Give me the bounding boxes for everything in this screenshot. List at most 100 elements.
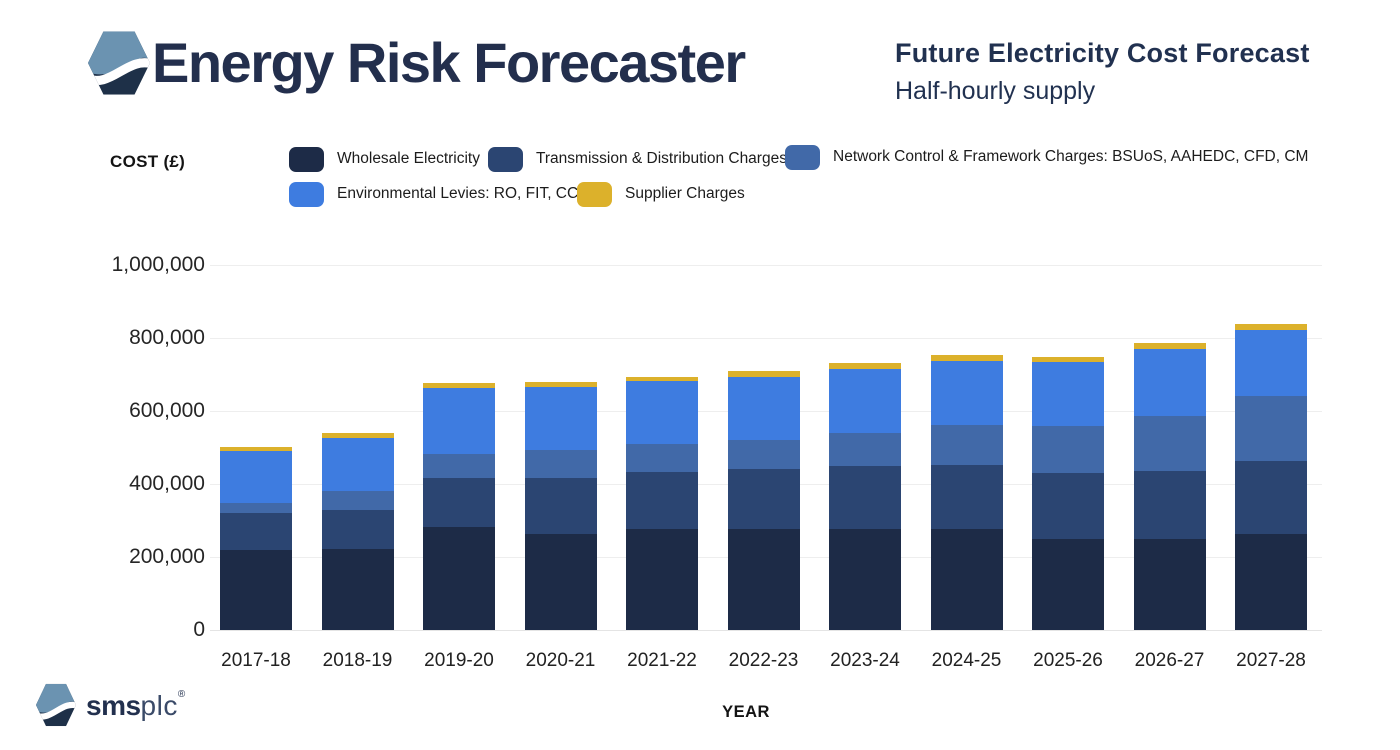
legend-swatch-icon bbox=[289, 146, 324, 172]
bar-segment bbox=[727, 439, 800, 469]
sms-plc-logo: smsplc® bbox=[36, 683, 185, 727]
bar-segment bbox=[1032, 472, 1104, 539]
bar-segment bbox=[524, 382, 597, 388]
x-tick-label: 2019-20 bbox=[424, 650, 494, 671]
bar-segment bbox=[220, 513, 292, 550]
bar-segment bbox=[727, 371, 800, 377]
chart-title: Future Electricity Cost Forecast bbox=[895, 38, 1310, 68]
bar-2024-25 bbox=[930, 354, 1003, 630]
bar-segment bbox=[930, 465, 1003, 530]
bar-segment bbox=[727, 376, 800, 440]
legend-label: Wholesale Electricity bbox=[337, 150, 480, 167]
x-axis-title: YEAR bbox=[722, 703, 770, 721]
bar-segment bbox=[423, 526, 495, 630]
bar-2018-19 bbox=[321, 433, 394, 630]
x-tick-label: 2027-28 bbox=[1236, 650, 1306, 671]
hexagon-wave-logo-icon bbox=[88, 31, 150, 95]
bar-segment bbox=[727, 469, 800, 530]
bar-segment bbox=[829, 432, 901, 467]
sms-logo-text-bold: sms bbox=[86, 690, 141, 721]
registered-mark: ® bbox=[177, 689, 186, 700]
y-tick-label: 600,000 bbox=[129, 399, 205, 422]
legend-label: Supplier Charges bbox=[625, 185, 745, 202]
bar-segment bbox=[321, 437, 394, 491]
bar-segment bbox=[321, 548, 394, 630]
y-tick-label: 800,000 bbox=[129, 326, 205, 349]
bar-segment bbox=[1133, 415, 1206, 472]
app-title: Energy Risk Forecaster bbox=[152, 31, 746, 94]
bar-segment bbox=[930, 354, 1003, 361]
bar-segment bbox=[1235, 396, 1307, 461]
x-tick-label: 2026-27 bbox=[1134, 650, 1205, 671]
bar-2020-21 bbox=[524, 382, 597, 630]
legend-item: Environmental Levies: RO, FIT, CCL bbox=[289, 181, 587, 207]
legend-swatch-icon bbox=[577, 181, 612, 207]
gridline bbox=[210, 630, 1322, 631]
bar-segment bbox=[829, 529, 901, 630]
y-tick-label: 0 bbox=[193, 618, 205, 641]
y-tick-label: 200,000 bbox=[129, 545, 205, 568]
bar-segment bbox=[1235, 324, 1307, 331]
legend-swatch-icon bbox=[785, 144, 820, 170]
hexagon-wave-logo-icon bbox=[36, 683, 76, 727]
bar-segment bbox=[1032, 362, 1104, 426]
y-axis-title: COST (£) bbox=[110, 152, 186, 171]
bar-segment bbox=[1133, 471, 1206, 540]
x-tick-label: 2024-25 bbox=[931, 650, 1002, 671]
bar-segment bbox=[524, 533, 597, 630]
legend-label: Transmission & Distribution Charges bbox=[536, 150, 787, 167]
bar-segment bbox=[423, 388, 495, 455]
bar-segment bbox=[423, 382, 495, 388]
legend-label: Environmental Levies: RO, FIT, CCL bbox=[337, 185, 587, 202]
bar-segment bbox=[321, 433, 394, 438]
chart-subtitle: Half-hourly supply bbox=[895, 77, 1096, 105]
bar-segment bbox=[727, 529, 800, 630]
bar-segment bbox=[626, 471, 698, 530]
bar-2026-27 bbox=[1133, 343, 1206, 630]
bar-segment bbox=[220, 446, 292, 452]
bar-segment bbox=[423, 477, 495, 527]
legend-swatch-icon bbox=[488, 146, 523, 172]
bar-segment bbox=[321, 490, 394, 510]
x-tick-label: 2018-19 bbox=[322, 650, 393, 671]
bar-segment bbox=[626, 377, 698, 382]
bar-segment bbox=[1032, 425, 1104, 473]
bar-segment bbox=[930, 529, 1003, 630]
legend-swatch-icon bbox=[289, 181, 324, 207]
y-tick-label: 1,000,000 bbox=[111, 253, 205, 276]
bar-segment bbox=[930, 360, 1003, 425]
bar-2023-24 bbox=[829, 362, 901, 630]
bar-2017-18 bbox=[220, 446, 292, 630]
sms-logo-text-light: plc bbox=[140, 690, 178, 721]
sms-logo-text: smsplc® bbox=[86, 690, 185, 720]
bar-segment bbox=[220, 549, 292, 630]
bar-segment bbox=[1133, 539, 1206, 630]
bar-segment bbox=[1133, 343, 1206, 349]
x-tick-label: 2022-23 bbox=[728, 650, 799, 671]
x-tick-label: 2017-18 bbox=[221, 650, 291, 671]
bar-segment bbox=[524, 477, 597, 534]
bar-segment bbox=[829, 368, 901, 433]
bar-segment bbox=[626, 529, 698, 630]
legend-item: Network Control & Framework Charges: BSU… bbox=[785, 144, 1308, 170]
bar-2022-23 bbox=[727, 371, 800, 630]
bar-2021-22 bbox=[626, 377, 698, 630]
bar-2019-20 bbox=[423, 382, 495, 630]
bar-segment bbox=[1235, 533, 1307, 630]
bar-segment bbox=[626, 381, 698, 444]
bar-segment bbox=[1235, 330, 1307, 397]
gridline bbox=[210, 265, 1322, 266]
x-tick-label: 2025-26 bbox=[1033, 650, 1103, 671]
legend-label: Network Control & Framework Charges: BSU… bbox=[833, 148, 1309, 165]
y-tick-label: 400,000 bbox=[129, 472, 205, 495]
bar-segment bbox=[829, 466, 901, 530]
x-tick-label: 2020-21 bbox=[525, 650, 596, 671]
x-tick-label: 2021-22 bbox=[627, 650, 697, 671]
bar-2025-26 bbox=[1032, 356, 1104, 630]
legend-item: Wholesale Electricity bbox=[289, 146, 480, 172]
gridline bbox=[210, 338, 1322, 339]
legend-item: Supplier Charges bbox=[577, 181, 745, 207]
legend-item: Transmission & Distribution Charges bbox=[488, 146, 787, 172]
bar-segment bbox=[1032, 356, 1104, 363]
bar-segment bbox=[524, 387, 597, 451]
